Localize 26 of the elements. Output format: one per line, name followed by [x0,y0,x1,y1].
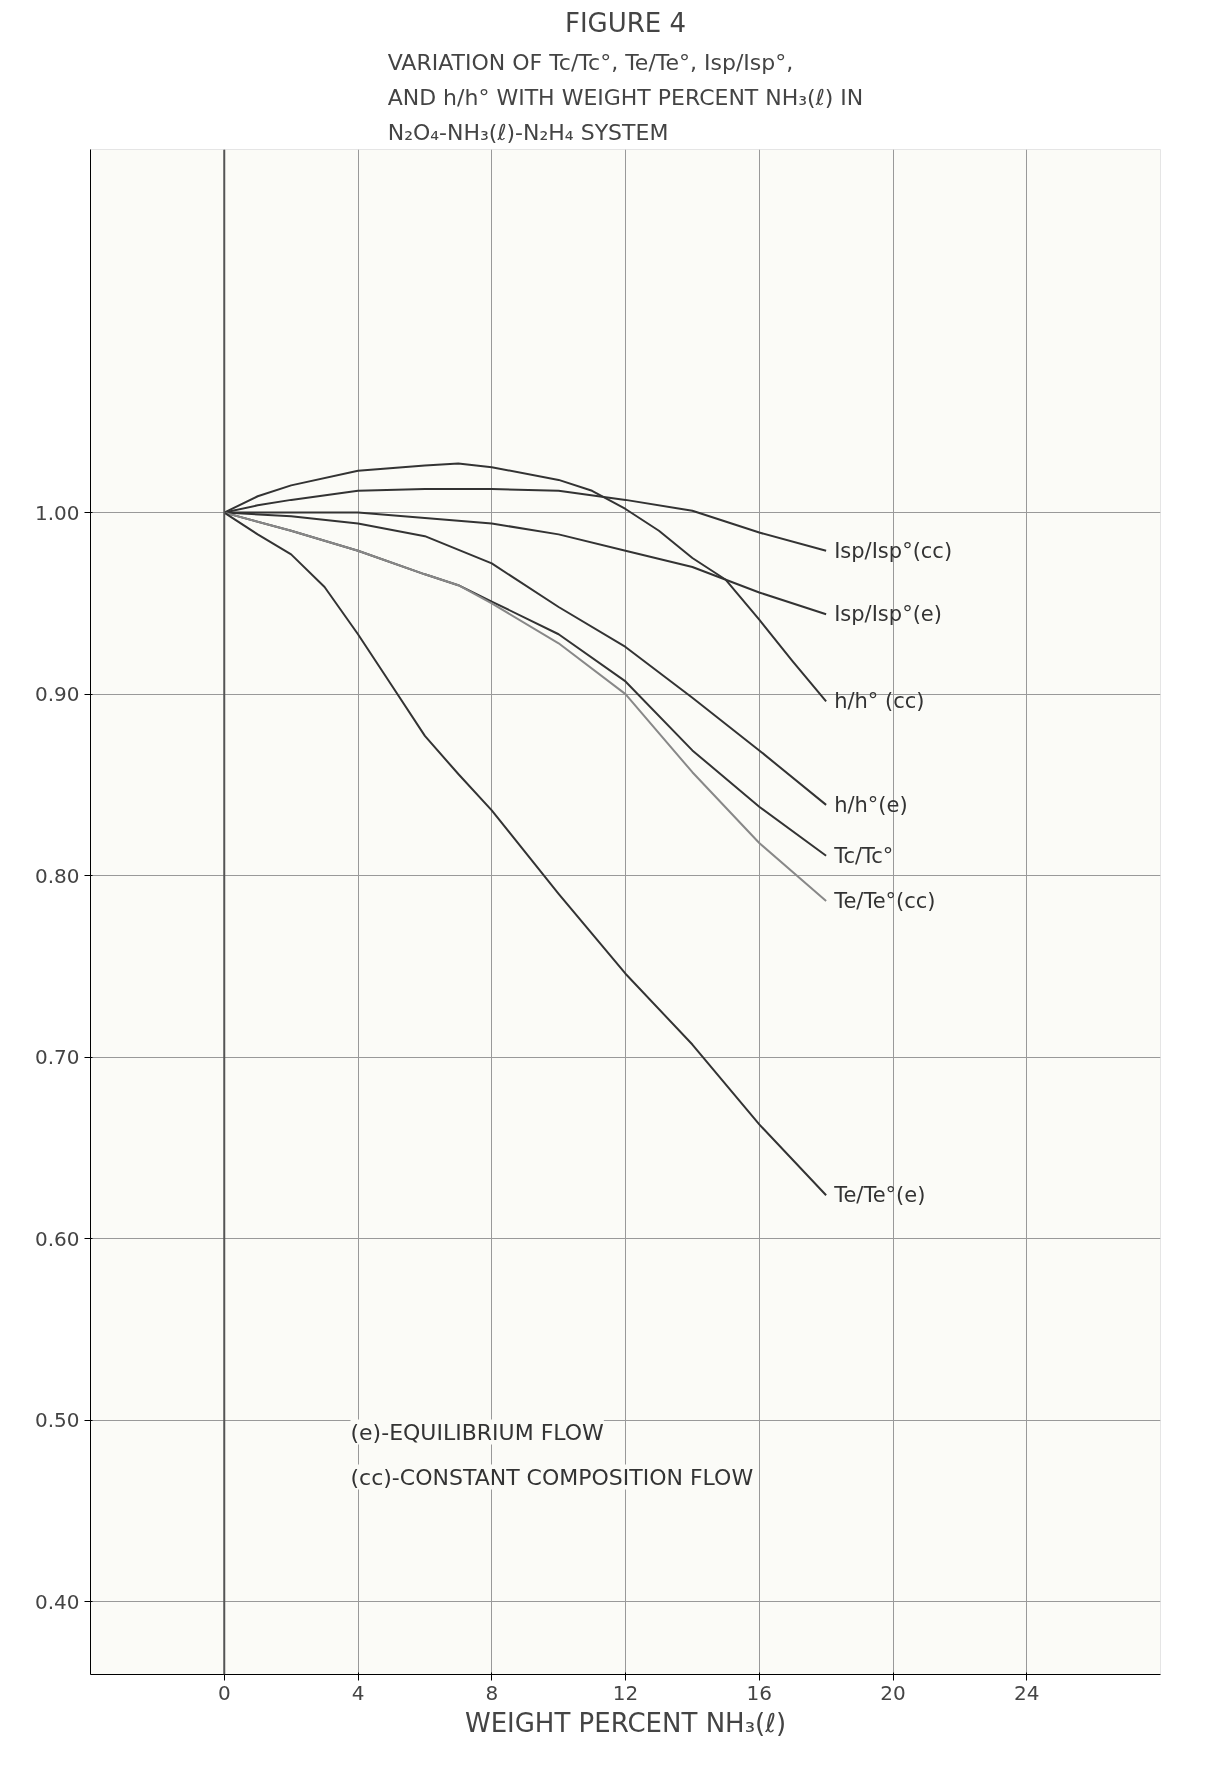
series-label: Isp/Isp°(cc) [834,538,953,563]
series-label: Tc/Tc° [833,843,894,868]
y-tick-label: 0.90 [34,682,80,707]
series-label: h/h°(e) [834,792,908,817]
series-label: Te/Te°(e) [833,1183,926,1208]
y-tick-label: 0.70 [34,1045,80,1070]
x-tick-label: 24 [1014,1680,1040,1705]
series-label: Te/Te°(cc) [833,889,936,914]
chart-subtitle: VARIATION OF Tc/Tc°, Te/Te°, Isp/Isp°, AND h/h° WITH WEIGHT PERCENT NH₃(ℓ) IN N₂O₄-NH₃(ℓ)-N₂H₄ SYSTEM [387,49,864,145]
series-label: h/h° (cc) [834,689,925,714]
x-tick-label: 16 [746,1680,772,1705]
x-tick-label: 4 [351,1680,365,1705]
y-tick-label: 0.60 [34,1226,80,1251]
x-axis-title: WEIGHT PERCENT NH₃(ℓ) [464,1707,787,1738]
y-tick-label: 0.50 [34,1408,80,1433]
x-tick-label: 8 [485,1680,499,1705]
x-tick-label: 0 [217,1680,231,1705]
y-tick-label: 0.40 [34,1589,80,1614]
x-tick-label: 12 [612,1680,639,1705]
annotation: (e)-EQUILIBRIUM FLOW [350,1419,605,1445]
y-tick-label: 1.00 [34,500,80,525]
series-label: Isp/Isp°(e) [834,602,942,627]
annotation: (cc)-CONSTANT COMPOSITION FLOW [350,1464,754,1490]
x-tick-label: 20 [880,1680,906,1705]
y-tick-label: 0.80 [34,863,80,888]
chart-title: FIGURE 4 [564,7,687,38]
